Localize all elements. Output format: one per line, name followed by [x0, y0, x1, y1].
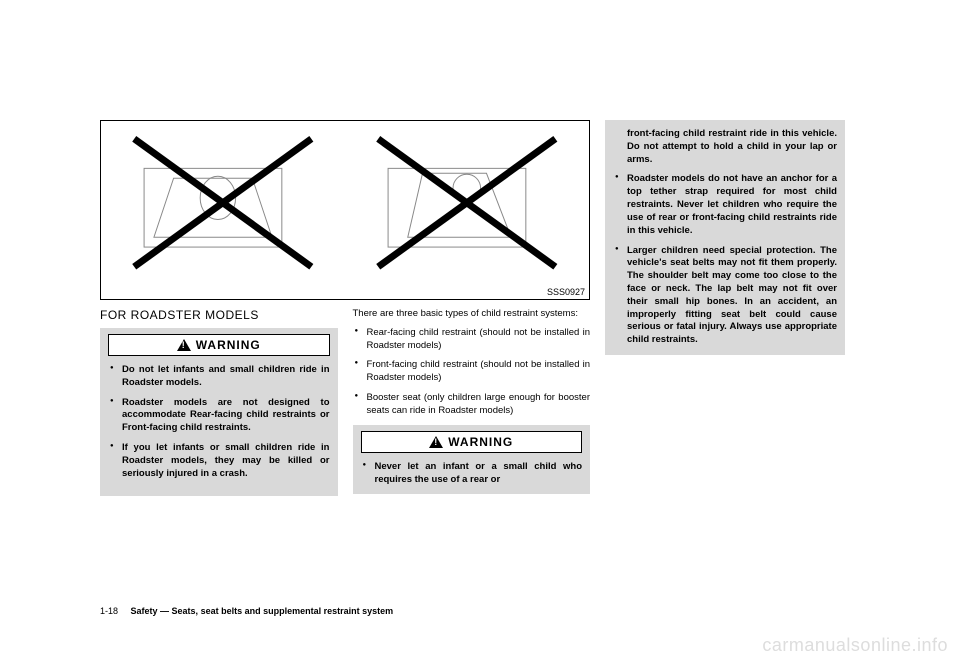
figure-split	[101, 121, 589, 285]
warning-list-3: Roadster models do not have an anchor fo…	[613, 173, 837, 347]
figure-sss0927: SSS0927	[100, 120, 590, 300]
warning-list-2: Never let an infant or a small child who…	[361, 461, 583, 487]
chapter-title: Safety — Seats, seat belts and supplemen…	[131, 606, 394, 616]
figure-label: SSS0927	[547, 287, 585, 297]
page-content: SSS0927 FOR ROADSTER MODELS WARNING Do n…	[100, 120, 860, 502]
warning-triangle-icon	[429, 436, 443, 448]
list-item: Booster seat (only children large enough…	[353, 392, 591, 418]
list-item: Roadster models are not designed to acco…	[108, 397, 330, 435]
crossed-out-seat-right-icon	[357, 129, 577, 277]
column-2: There are three basic types of child res…	[353, 308, 591, 502]
left-two-columns-wrapper: SSS0927 FOR ROADSTER MODELS WARNING Do n…	[100, 120, 590, 502]
page-number: 1-18	[100, 606, 118, 616]
warning-list-1: Do not let infants and small children ri…	[108, 364, 330, 481]
list-item: Roadster models do not have an anchor fo…	[613, 173, 837, 237]
list-item: Front-facing child restraint (should not…	[353, 359, 591, 385]
page-footer: 1-18 Safety — Seats, seat belts and supp…	[100, 606, 393, 616]
warning-label-2: WARNING	[448, 435, 513, 449]
watermark: carmanualsonline.info	[762, 635, 948, 656]
section-heading: FOR ROADSTER MODELS	[100, 308, 338, 322]
list-item: Do not let infants and small children ri…	[108, 364, 330, 390]
intro-text: There are three basic types of child res…	[353, 308, 591, 321]
warning-box-1: WARNING Do not let infants and small chi…	[100, 328, 338, 496]
continuation-text: front-facing child restraint ride in thi…	[613, 128, 837, 166]
list-item: Rear-facing child restraint (should not …	[353, 327, 591, 353]
warning-header-1: WARNING	[108, 334, 330, 356]
crossed-out-seat-left-icon	[113, 129, 333, 277]
list-item: Larger children need special protection.…	[613, 245, 837, 348]
types-list: Rear-facing child restraint (should not …	[353, 327, 591, 418]
figure-left-panel	[101, 121, 345, 285]
list-item: If you let infants or small children rid…	[108, 442, 330, 480]
column-1: FOR ROADSTER MODELS WARNING Do not let i…	[100, 308, 338, 502]
warning-label-1: WARNING	[196, 338, 261, 352]
warning-box-2: WARNING Never let an infant or a small c…	[353, 425, 591, 495]
warning-box-3-continuation: front-facing child restraint ride in thi…	[605, 120, 845, 355]
column-3: front-facing child restraint ride in thi…	[605, 120, 845, 502]
list-item: Never let an infant or a small child who…	[361, 461, 583, 487]
warning-header-2: WARNING	[361, 431, 583, 453]
figure-right-panel	[345, 121, 589, 285]
left-columns: FOR ROADSTER MODELS WARNING Do not let i…	[100, 308, 590, 502]
warning-triangle-icon	[177, 339, 191, 351]
